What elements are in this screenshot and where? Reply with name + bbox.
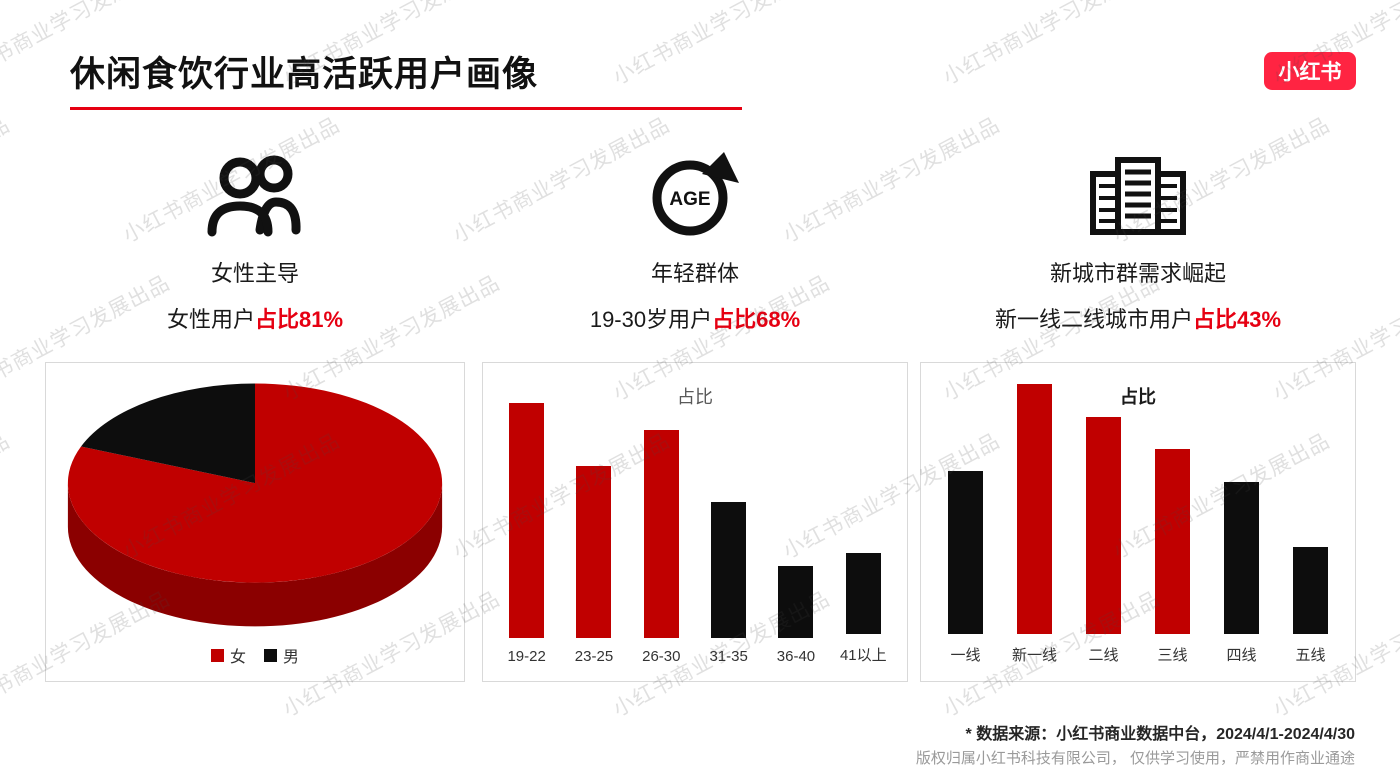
highlight-stat: 女性用户占比81% [45, 302, 465, 334]
bar-column: 41以上 [832, 553, 894, 665]
watermark-text: 小红书商业学习发展出品 [939, 0, 1164, 90]
bar-三线 [1155, 449, 1190, 634]
bar-column: 四线 [1211, 482, 1273, 665]
bar-column: 23-25 [563, 466, 625, 665]
two-people-icon [45, 148, 465, 240]
watermark-text: 小红书商业学习发展出品 [609, 0, 834, 90]
bar-新一线 [1017, 384, 1052, 634]
bar-五线 [1293, 547, 1328, 634]
age-bars: 19-22 23-25 26-30 31-35 36-40 41以上 [493, 403, 897, 665]
bar-column: 19-22 [496, 403, 558, 665]
bar-label: 二线 [1088, 647, 1119, 664]
bar-column: 一线 [935, 471, 997, 665]
stat-text: 新一线二线城市用户 [994, 307, 1193, 332]
legend-swatch [210, 648, 224, 662]
charts-section: 女男 占比 19-22 23-25 26-30 31-35 36-40 41以上 占比 一… [0, 362, 1400, 682]
bar-26-30 [643, 430, 679, 638]
stat-text: 19-30岁用户 [589, 307, 713, 332]
highlight-stat: 新一线二线城市用户占比43% [920, 302, 1356, 334]
legend-item: 男 [264, 643, 299, 667]
highlight-label: 新城市群需求崛起 [1049, 261, 1226, 286]
bar-label: 四线 [1226, 647, 1257, 664]
bar-31-35 [711, 502, 747, 638]
bar-column: 新一线 [1004, 384, 1066, 665]
stat-highlight: 占比68% [712, 307, 801, 332]
city-bars: 一线 新一线 二线 三线 四线 五线 [931, 384, 1345, 665]
title-underline [70, 107, 742, 110]
pie-side [67, 483, 443, 627]
bar-column: 36-40 [765, 566, 827, 665]
chart-title: 占比 [677, 387, 713, 407]
highlight-age: AGE 年轻群体 19-30岁用户占比68% [482, 148, 908, 334]
data-source-note: * 数据来源：小红书商业数据中台，2024/4/1-2024/4/30 [965, 726, 1355, 743]
bar-column: 二线 [1073, 417, 1135, 665]
highlight-city: 新城市群需求崛起 新一线二线城市用户占比43% [920, 148, 1356, 334]
pie-slice-女 [67, 383, 443, 583]
pie-3d-svg [67, 383, 443, 627]
legend-item: 女 [210, 643, 246, 667]
bar-41以上 [845, 553, 881, 634]
age-bar-chart: 占比 19-22 23-25 26-30 31-35 36-40 41以上 [482, 362, 908, 682]
bar-column: 五线 [1280, 547, 1342, 665]
highlight-label: 女性主导 [210, 261, 299, 286]
buildings-icon-svg [1090, 157, 1186, 235]
footer: * 数据来源：小红书商业数据中台，2024/4/1-2024/4/30 版权归属… [916, 720, 1355, 768]
page-title: 休闲食饮行业高活跃用户画像 [70, 55, 539, 94]
city-buildings-icon [920, 148, 1356, 240]
highlight-stat: 19-30岁用户占比68% [482, 302, 908, 334]
stat-highlight: 占比43% [1192, 307, 1282, 332]
bar-四线 [1224, 482, 1259, 634]
bar-label: 31-35 [709, 648, 748, 665]
bar-19-22 [509, 403, 545, 638]
legend-swatch [264, 648, 277, 662]
bar-label: 三线 [1157, 647, 1188, 664]
pie-legend: 女男 [46, 643, 464, 667]
copyright-note: 版权归属小红书科技有限公司， 仅供学习使用，严禁用作商业通途 [915, 750, 1355, 767]
city-bar-chart: 占比 一线 新一线 二线 三线 四线 五线 [920, 362, 1356, 682]
bar-label: 26-30 [642, 648, 681, 665]
highlights-section: 女性主导 女性用户占比81% AGE 年轻群体 19-30岁用户占比68% [0, 148, 1400, 348]
bar-36-40 [778, 566, 814, 638]
bar-label: 36-40 [776, 648, 816, 665]
gender-pie-chart: 女男 [45, 362, 465, 682]
stat-text: 女性用户 [166, 307, 255, 332]
bar-column: 31-35 [698, 502, 760, 665]
legend-label: 男 [283, 649, 300, 666]
bar-label: 19-22 [507, 648, 546, 665]
highlight-label: 年轻群体 [650, 261, 739, 286]
bar-23-25 [576, 466, 612, 638]
svg-text:AGE: AGE [669, 189, 710, 210]
stat-highlight: 占比81% [254, 307, 344, 332]
bar-二线 [1086, 417, 1121, 634]
bar-label: 41以上 [839, 647, 887, 664]
bar-column: 26-30 [630, 430, 692, 665]
highlight-gender: 女性主导 女性用户占比81% [45, 148, 465, 334]
bar-column: 三线 [1142, 449, 1204, 665]
bar-label: 一线 [950, 647, 981, 664]
bar-一线 [948, 471, 983, 634]
xiaohongshu-logo: 小红书 [1264, 52, 1356, 90]
bar-label: 新一线 [1011, 647, 1057, 664]
chart-title: 占比 [1120, 387, 1156, 407]
bar-label: 五线 [1295, 647, 1326, 664]
pie-slice-男 [81, 383, 255, 484]
age-circle-arrow-icon: AGE [482, 148, 908, 240]
two-people-icon-svg [207, 155, 301, 237]
bar-label: 23-25 [574, 648, 614, 665]
legend-label: 女 [229, 649, 246, 666]
age-icon-svg: AGE [652, 152, 739, 236]
pie-3d [46, 365, 464, 637]
